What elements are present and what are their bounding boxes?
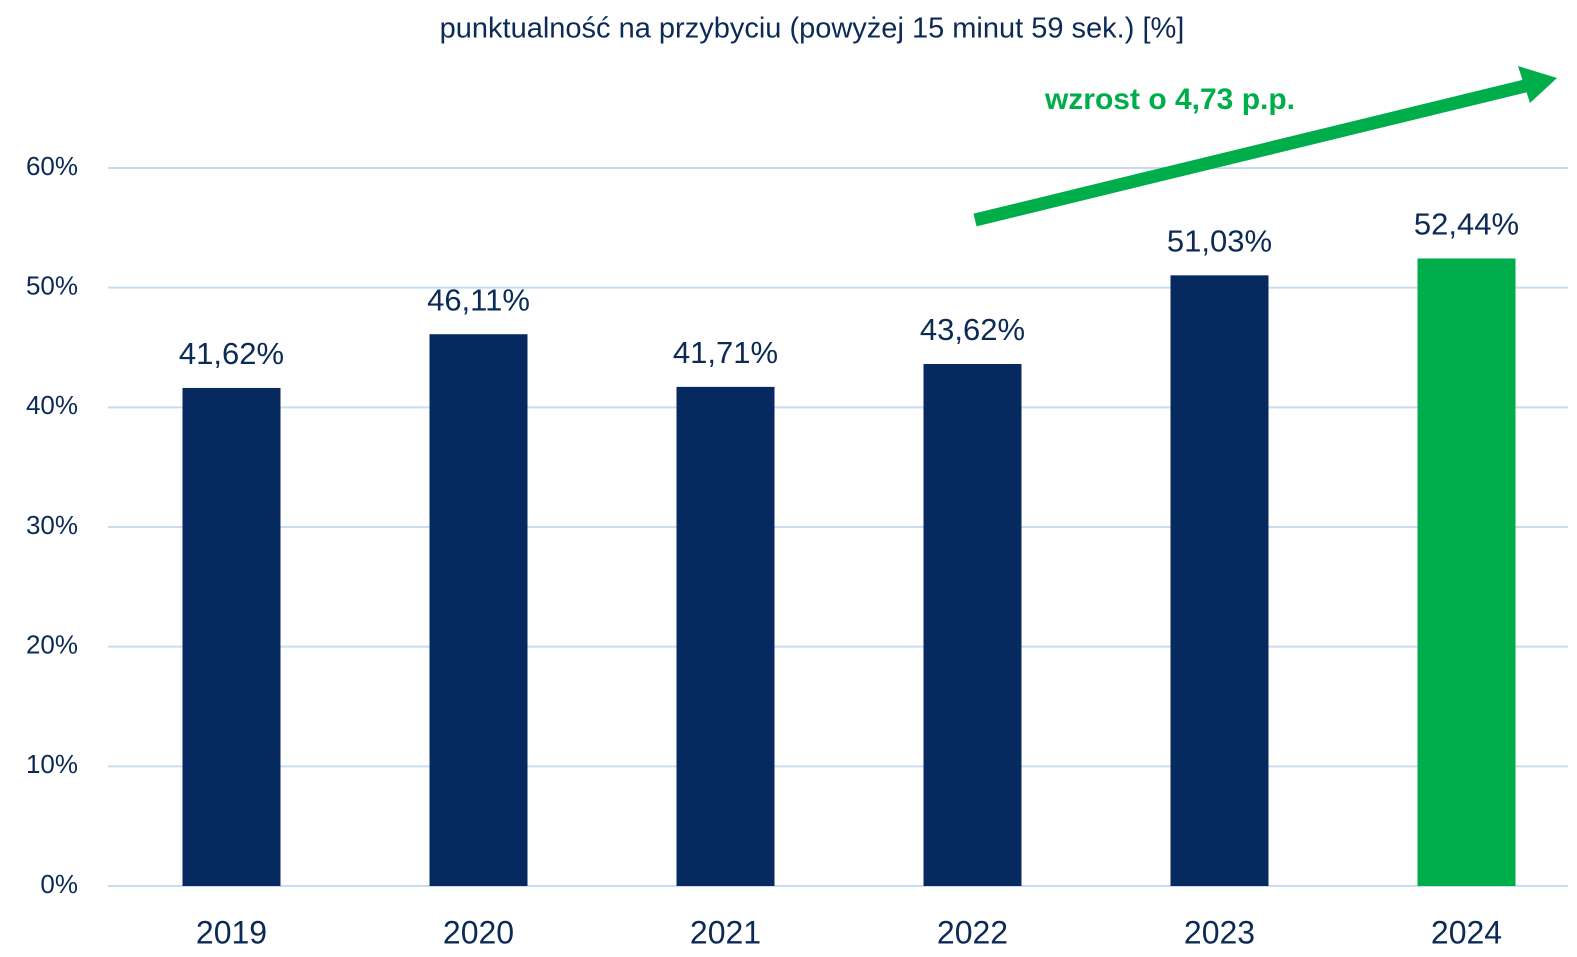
chart-title: punktualność na przybyciu (powyżej 15 mi… <box>440 13 1185 45</box>
arrow-head <box>1518 66 1557 103</box>
value-label: 46,11% <box>427 282 530 317</box>
bar <box>1417 258 1516 886</box>
y-tick-label: 30% <box>26 510 78 540</box>
bar <box>429 334 528 886</box>
value-label: 41,62% <box>179 336 284 371</box>
y-tick-label: 10% <box>26 749 78 779</box>
y-tick-label: 20% <box>26 630 78 660</box>
trend-arrow <box>973 79 1527 227</box>
bar <box>182 387 281 886</box>
value-label: 51,03% <box>1167 224 1272 259</box>
bar <box>676 386 775 886</box>
bar <box>1170 275 1269 886</box>
value-label: 41,71% <box>673 335 778 370</box>
x-tick-label: 2019 <box>196 914 267 950</box>
y-tick-label: 50% <box>26 271 78 301</box>
bar <box>923 364 1022 886</box>
y-tick-label: 60% <box>26 151 78 181</box>
annotation: wzrost o 4,73 p.p. <box>1044 83 1295 116</box>
x-tick-label: 2023 <box>1184 914 1255 950</box>
value-label: 52,44% <box>1414 207 1519 242</box>
plot: 0% 10% 20% 30% 40% 50% 60% 2019 41,62% 2020 46,11%… <box>26 151 1568 950</box>
x-tick-label: 2024 <box>1431 914 1502 950</box>
x-tick-label: 2022 <box>937 914 1008 950</box>
value-label: 43,62% <box>920 312 1025 347</box>
x-tick-label: 2021 <box>690 914 761 950</box>
y-tick-label: 0% <box>40 869 78 899</box>
x-tick-label: 2020 <box>443 914 514 950</box>
y-tick-label: 40% <box>26 390 78 420</box>
